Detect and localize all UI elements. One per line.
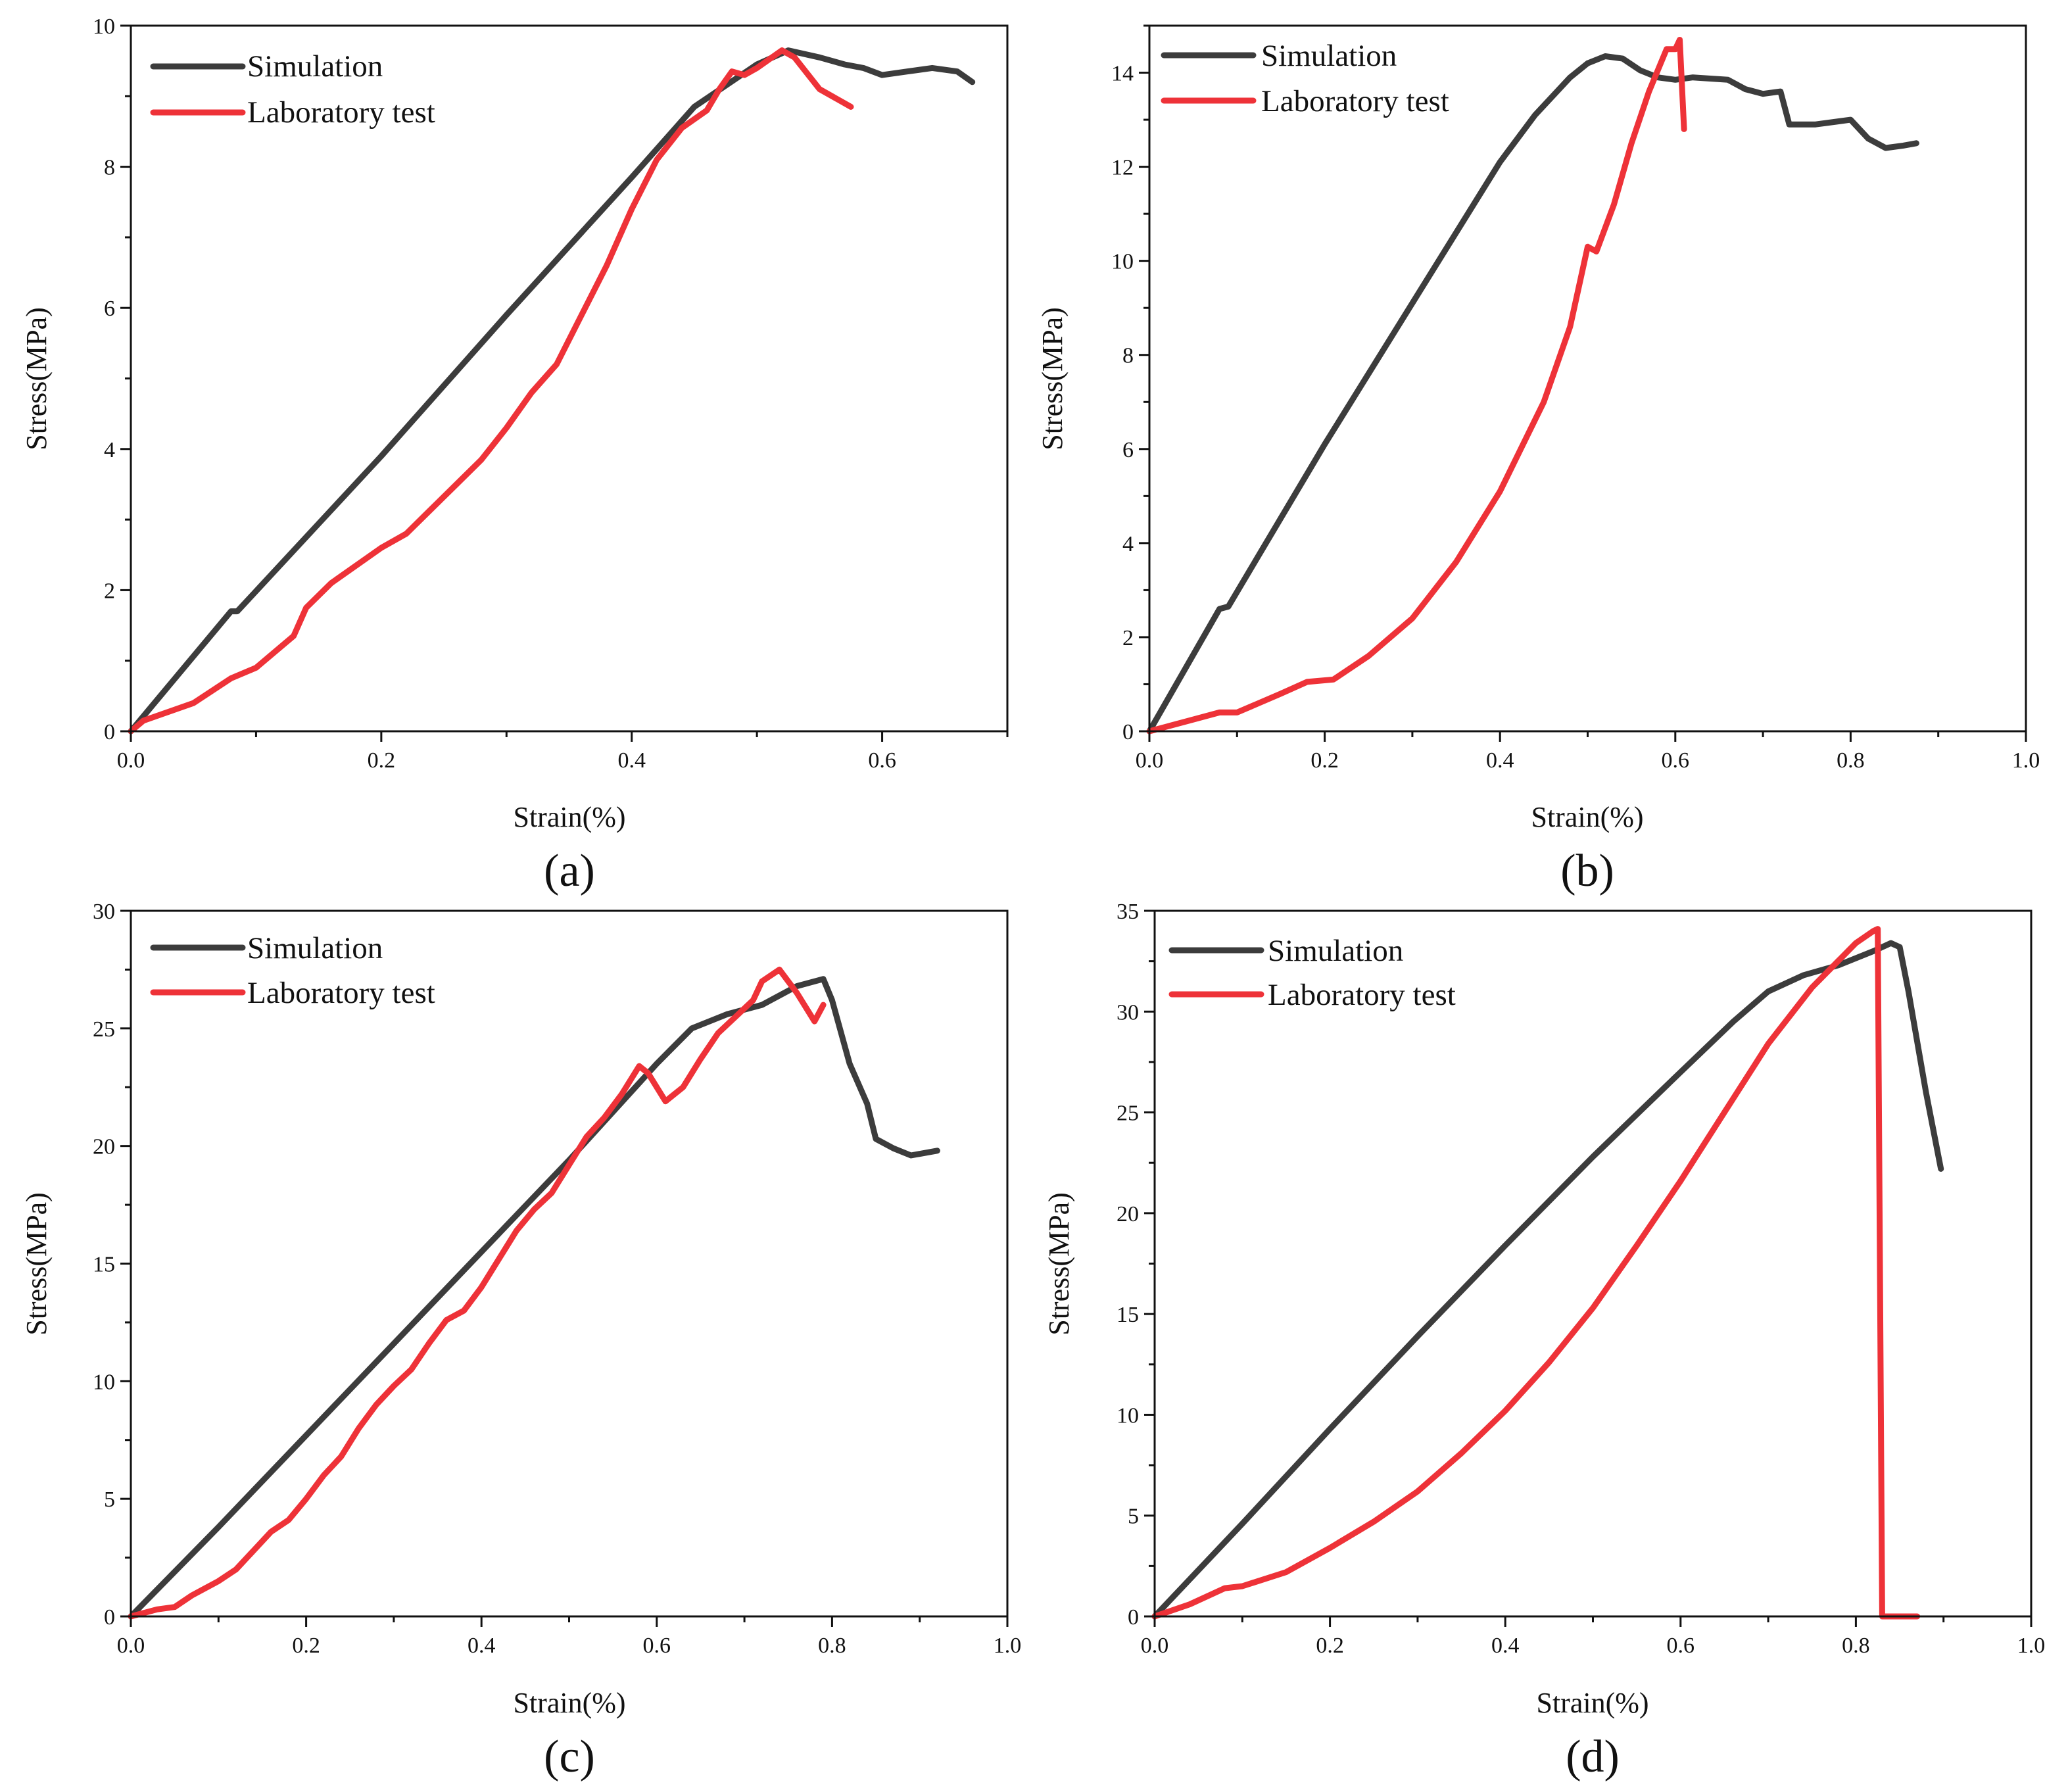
legend-label-simulation: Simulation: [247, 49, 383, 84]
series-line-laboratory-test: [128, 966, 827, 1620]
legend-label-simulation: Simulation: [1268, 934, 1403, 968]
x-tick-label: 0.2: [1311, 748, 1339, 773]
series-line-laboratory-test: [1151, 926, 1921, 1620]
y-tick-label: 8: [104, 156, 115, 180]
x-axis-title: Strain(%): [1536, 1687, 1648, 1719]
y-tick-label: 12: [1111, 156, 1134, 180]
y-tick-label: 25: [93, 1017, 115, 1042]
y-tick-label: 6: [1122, 438, 1134, 462]
x-axis-title: Strain(%): [1531, 801, 1643, 833]
series-layer: [128, 966, 940, 1620]
x-tick-label: 0.6: [1662, 748, 1690, 773]
series-layer: [1146, 37, 1919, 735]
series-line-laboratory-test: [1146, 37, 1687, 735]
x-tick-label: 1.0: [2012, 748, 2040, 773]
y-tick-label: 2: [104, 579, 115, 603]
ticks-layer: 0.0 0.2 0.4 0.6 0.8 1.0 0 2 4 6 8 10 12 14: [1111, 24, 2040, 773]
x-tick-label: 0.4: [468, 1634, 496, 1658]
x-tick-label: 0.8: [818, 1634, 846, 1658]
chart-panel-b: 0.0 0.2 0.4 0.6 0.8 1.0 0 2 4 6 8 10 12 14 Simulation…: [1036, 24, 2040, 896]
y-tick-label: 5: [1128, 1505, 1139, 1529]
legend: Simulation Laboratory test: [1168, 934, 1456, 1012]
legend: Simulation Laboratory test: [150, 49, 435, 130]
x-tick-label: 0.4: [617, 748, 646, 773]
x-tick-label: 0.4: [1491, 1634, 1520, 1658]
chart-panel-c: 0.0 0.2 0.4 0.6 0.8 1.0 0 5 10 15 20 25 30 Simulatio…: [20, 900, 1021, 1782]
x-tick-label: 0.6: [643, 1634, 671, 1658]
x-tick-label: 0.0: [117, 1634, 145, 1658]
series-line-simulation: [128, 47, 976, 735]
y-tick-label: 4: [1122, 532, 1134, 556]
x-tick-label: 0.4: [1486, 748, 1514, 773]
y-axis-title: Stress(MPa): [1036, 307, 1069, 450]
legend-label-laboratory: Laboratory test: [247, 95, 435, 130]
panel-label: (d): [1566, 1731, 1620, 1782]
y-tick-label: 0: [1128, 1605, 1139, 1630]
y-tick-label: 10: [93, 1370, 115, 1394]
x-tick-label: 0.0: [1141, 1634, 1169, 1658]
x-tick-label: 0.2: [1316, 1634, 1344, 1658]
y-tick-label: 10: [93, 14, 115, 39]
x-tick-label: 1.0: [2017, 1634, 2046, 1658]
chart-panel-d: 0.0 0.2 0.4 0.6 0.8 1.0 0 5 10 15 20 25 30 35 Simulat…: [1043, 900, 2045, 1782]
series-layer: [128, 47, 976, 735]
series-layer: [1151, 926, 1944, 1620]
y-tick-label: 6: [104, 297, 115, 321]
legend-label-laboratory: Laboratory test: [1268, 978, 1456, 1012]
panel-label: (a): [544, 846, 595, 896]
y-tick-label: 30: [93, 900, 115, 924]
series-line-simulation: [128, 976, 940, 1620]
x-tick-label: 0.6: [868, 748, 896, 773]
ticks-layer: 0.0 0.2 0.4 0.6 0 2 4 6 8 10: [93, 14, 1009, 773]
y-axis-title: Stress(MPa): [20, 1192, 53, 1336]
x-tick-label: 0.8: [1842, 1634, 1870, 1658]
y-tick-label: 0: [104, 720, 115, 744]
y-tick-label: 10: [1111, 250, 1134, 274]
legend: Simulation Laboratory test: [1161, 39, 1449, 118]
y-axis-title: Stress(MPa): [1043, 1192, 1075, 1336]
y-tick-label: 2: [1122, 626, 1134, 650]
y-tick-label: 20: [93, 1135, 115, 1159]
panel-label: (b): [1560, 846, 1614, 896]
y-axis-title: Stress(MPa): [20, 307, 53, 450]
y-tick-label: 5: [104, 1488, 115, 1512]
legend-label-laboratory: Laboratory test: [1261, 84, 1449, 118]
ticks-layer: 0.0 0.2 0.4 0.6 0.8 1.0 0 5 10 15 20 25 30 35: [1117, 900, 2045, 1658]
y-tick-label: 25: [1117, 1102, 1139, 1126]
y-tick-label: 8: [1122, 344, 1134, 368]
y-tick-label: 15: [1117, 1303, 1139, 1327]
legend-label-simulation: Simulation: [247, 931, 383, 965]
x-tick-label: 0.2: [292, 1634, 320, 1658]
legend: Simulation Laboratory test: [150, 931, 435, 1010]
chart-panel-a: 0.0 0.2 0.4 0.6 0 2 4 6 8 10 Simulation Laborator…: [20, 14, 1009, 896]
y-tick-label: 0: [104, 1605, 115, 1630]
y-tick-label: 0: [1122, 720, 1134, 744]
x-axis-title: Strain(%): [513, 1687, 625, 1719]
series-line-simulation: [1146, 53, 1919, 735]
y-tick-label: 10: [1117, 1403, 1139, 1428]
legend-label-laboratory: Laboratory test: [247, 976, 435, 1010]
x-tick-label: 0.8: [1837, 748, 1865, 773]
y-tick-label: 15: [93, 1253, 115, 1277]
x-tick-label: 1.0: [994, 1634, 1022, 1658]
series-line-simulation: [1151, 940, 1944, 1620]
y-tick-label: 4: [104, 438, 115, 462]
series-line-laboratory-test: [128, 47, 854, 735]
x-axis-title: Strain(%): [513, 801, 625, 833]
x-tick-label: 0.6: [1667, 1634, 1695, 1658]
x-tick-label: 0.2: [368, 748, 396, 773]
y-tick-label: 30: [1117, 1000, 1139, 1025]
y-tick-label: 20: [1117, 1202, 1139, 1226]
ticks-layer: 0.0 0.2 0.4 0.6 0.8 1.0 0 5 10 15 20 25 30: [93, 900, 1021, 1658]
legend-label-simulation: Simulation: [1261, 39, 1397, 73]
x-tick-label: 0.0: [1136, 748, 1164, 773]
y-tick-label: 35: [1117, 900, 1139, 924]
y-tick-label: 14: [1111, 62, 1134, 86]
x-tick-label: 0.0: [117, 748, 145, 773]
panel-label: (c): [544, 1731, 595, 1782]
